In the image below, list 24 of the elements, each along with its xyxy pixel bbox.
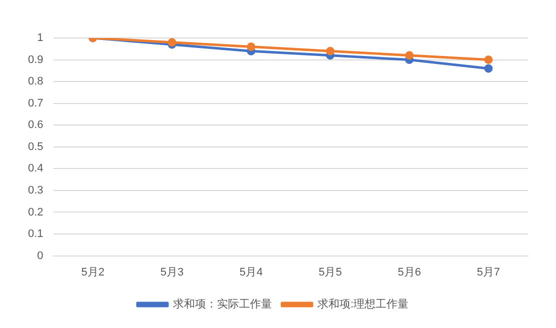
y-tick-label: 0.7 [28,97,44,110]
y-tick-label: 0.8 [28,76,44,88]
point [484,56,493,64]
y-tick-label: 0.2 [28,206,44,218]
y-tick-label: 0.9 [28,54,44,66]
y-tick-label: 0.5 [28,140,44,153]
x-tick-label: 5月3 [160,266,184,278]
point [326,46,334,56]
x-tick-label: 5月6 [398,266,421,278]
legend-label: 求和项:理想工作量 [317,298,409,311]
legend-label: 求和项：实际工作量 [172,298,272,311]
y-tick-label: 0.1 [28,228,44,240]
x-tick-label: 5月7 [476,266,500,278]
x-tick-label: 5月4 [239,266,263,278]
point [405,51,414,60]
y-tick-label: 0.4 [28,162,44,175]
y-tick-label: 0 [37,250,44,262]
point [246,42,256,51]
x-tick-label: 5月2 [81,266,104,278]
y-tick-label: 0.6 [28,119,44,132]
x-tick-label: 5月5 [318,266,342,278]
y-tick-label: 0.3 [28,184,44,196]
point [484,64,493,73]
y-tick-label: 1 [37,32,44,44]
